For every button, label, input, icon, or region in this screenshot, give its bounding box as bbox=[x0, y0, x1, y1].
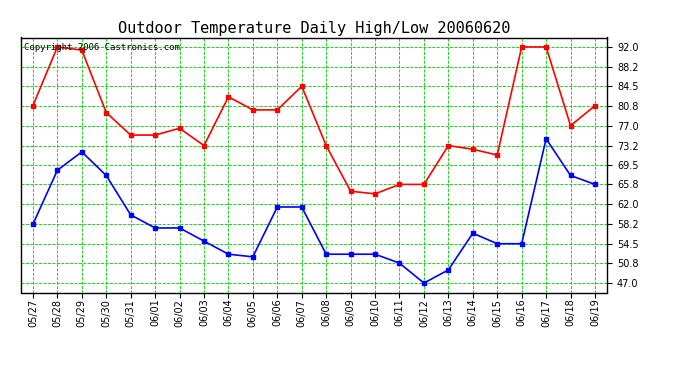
Text: Copyright 2006 Castronics.com: Copyright 2006 Castronics.com bbox=[23, 43, 179, 52]
Title: Outdoor Temperature Daily High/Low 20060620: Outdoor Temperature Daily High/Low 20060… bbox=[118, 21, 510, 36]
